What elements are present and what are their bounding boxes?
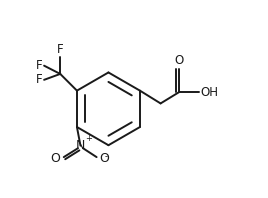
Text: F: F [36,59,43,72]
Text: -: - [105,152,107,161]
Text: F: F [36,73,43,86]
Text: F: F [57,43,64,56]
Text: OH: OH [200,86,218,99]
Text: O: O [50,152,60,165]
Text: O: O [99,152,109,165]
Text: N: N [76,139,85,152]
Text: +: + [85,133,92,143]
Text: O: O [175,54,184,67]
